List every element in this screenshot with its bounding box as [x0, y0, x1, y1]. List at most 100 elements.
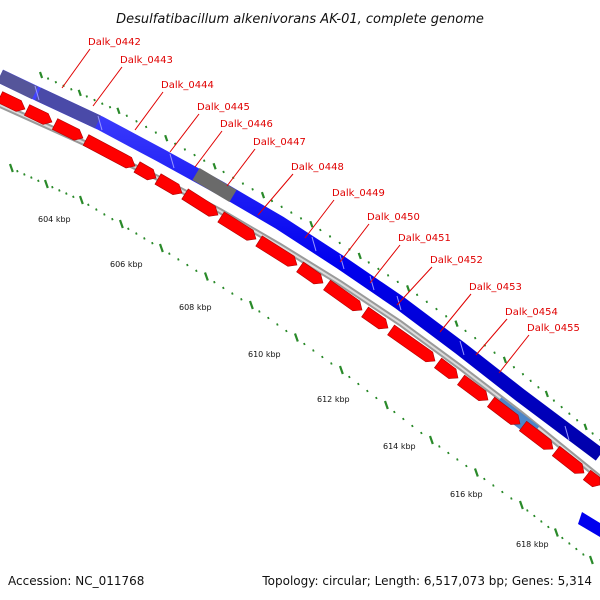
gene-label[interactable]: Dalk_0443	[120, 55, 173, 66]
reverse-gene-arrow[interactable]	[181, 188, 219, 217]
minor-tick	[151, 241, 154, 245]
partial-forward-gene-arrow[interactable]	[578, 512, 600, 537]
forward-strand-track[interactable]	[0, 69, 600, 461]
minor-tick	[473, 336, 477, 340]
gene-label-leader	[92, 66, 123, 107]
reverse-gene-arrow[interactable]	[0, 91, 26, 112]
minor-tick	[193, 153, 196, 157]
gene-label-leader	[134, 91, 164, 131]
minor-tick	[348, 375, 351, 379]
scale-label: 604 kbp	[38, 215, 71, 224]
minor-tick	[330, 362, 333, 365]
reverse-strand-track[interactable]	[0, 91, 600, 488]
minor-tick	[312, 349, 315, 352]
reverse-gene-arrow[interactable]	[387, 324, 436, 363]
major-tick	[203, 272, 209, 281]
gene-label[interactable]: Dalk_0454	[505, 307, 558, 318]
gene-label-leader	[169, 113, 200, 153]
gene-label[interactable]: Dalk_0445	[197, 102, 250, 113]
minor-tick	[501, 490, 504, 494]
minor-tick	[280, 205, 283, 209]
reverse-gene-arrow[interactable]	[154, 173, 183, 195]
forward-gene-segment-dalk-0442[interactable]	[0, 69, 39, 100]
minor-tick	[547, 525, 550, 529]
minor-tick	[135, 120, 138, 123]
minor-tick	[285, 329, 288, 333]
major-tick	[118, 219, 124, 229]
reverse-gene-arrow[interactable]	[433, 357, 459, 379]
reverse-gene-arrow[interactable]	[457, 374, 489, 401]
gene-label[interactable]: Dalk_0449	[332, 188, 385, 199]
reverse-gene-arrow[interactable]	[217, 211, 257, 241]
forward-gene-segment-dalk-0443[interactable]	[35, 87, 101, 129]
minor-tick	[270, 199, 274, 203]
reverse-gene-arrow[interactable]	[255, 235, 298, 267]
minor-tick	[30, 176, 33, 179]
minor-tick	[290, 211, 293, 214]
forward-gene-segment-grey[interactable]	[192, 167, 237, 203]
minor-tick	[111, 217, 114, 221]
major-tick	[248, 300, 254, 310]
major-tick	[454, 320, 459, 327]
gene-label-leader	[257, 173, 294, 216]
major-tick	[158, 243, 164, 253]
major-tick	[518, 500, 524, 510]
major-tick	[260, 191, 266, 199]
scale-label: 610 kbp	[248, 350, 281, 359]
gene-label[interactable]: Dalk_0447	[253, 137, 306, 148]
minor-tick	[93, 98, 96, 102]
gene-label-leader	[61, 48, 91, 89]
major-tick	[212, 162, 217, 170]
major-tick	[78, 195, 84, 205]
gene-label[interactable]: Dalk_0448	[291, 162, 344, 173]
reverse-gene-arrow[interactable]	[296, 261, 324, 285]
reverse-gene-arrow[interactable]	[486, 396, 521, 425]
gene-label[interactable]: Dalk_0455	[527, 323, 580, 334]
minor-tick	[72, 195, 75, 199]
minor-tick	[231, 292, 234, 295]
minor-tick	[203, 159, 206, 162]
minor-tick	[16, 169, 19, 173]
minor-tick	[377, 267, 380, 271]
minor-tick	[447, 451, 450, 455]
gene-label-leader	[226, 148, 256, 187]
gene-label[interactable]: Dalk_0444	[161, 80, 214, 91]
gene-label[interactable]: Dalk_0450	[367, 212, 420, 223]
minor-tick	[435, 307, 438, 311]
reverse-gene-arrow[interactable]	[323, 279, 363, 312]
gene-label[interactable]: Dalk_0451	[398, 233, 451, 244]
major-tick	[116, 107, 121, 115]
minor-tick	[177, 258, 180, 261]
minor-tick	[299, 217, 303, 220]
reverse-gene-arrow[interactable]	[518, 420, 554, 450]
minor-tick	[168, 252, 171, 255]
accession-label: Accession: NC_011768	[8, 574, 144, 588]
minor-tick	[251, 188, 254, 191]
reverse-gene-arrow[interactable]	[551, 445, 585, 474]
minor-tick	[328, 235, 332, 238]
minor-tick	[560, 405, 563, 409]
gene-label[interactable]: Dalk_0446	[220, 119, 273, 130]
reverse-gene-arrow[interactable]	[24, 104, 53, 125]
minor-tick	[95, 208, 98, 211]
scale-label: 614 kbp	[383, 442, 416, 451]
reverse-gene-arrow[interactable]	[361, 306, 389, 330]
reverse-gene-arrow[interactable]	[51, 118, 84, 141]
reverse-gene-arrow[interactable]	[82, 134, 136, 169]
gene-label[interactable]: Dalk_0453	[469, 282, 522, 293]
major-tick	[406, 284, 411, 292]
minor-tick	[402, 417, 405, 421]
major-tick	[473, 468, 479, 477]
reverse-gene-arrow[interactable]	[133, 161, 157, 181]
minor-tick	[135, 232, 138, 235]
minor-tick	[70, 88, 73, 91]
minor-tick	[492, 484, 495, 487]
minor-tick	[144, 125, 148, 129]
minor-tick	[444, 315, 448, 318]
scale-label: 612 kbp	[317, 395, 350, 404]
gene-label[interactable]: Dalk_0452	[430, 255, 483, 266]
gene-label[interactable]: Dalk_0442	[88, 37, 141, 48]
minor-tick	[415, 293, 419, 297]
minor-tick	[303, 342, 306, 346]
